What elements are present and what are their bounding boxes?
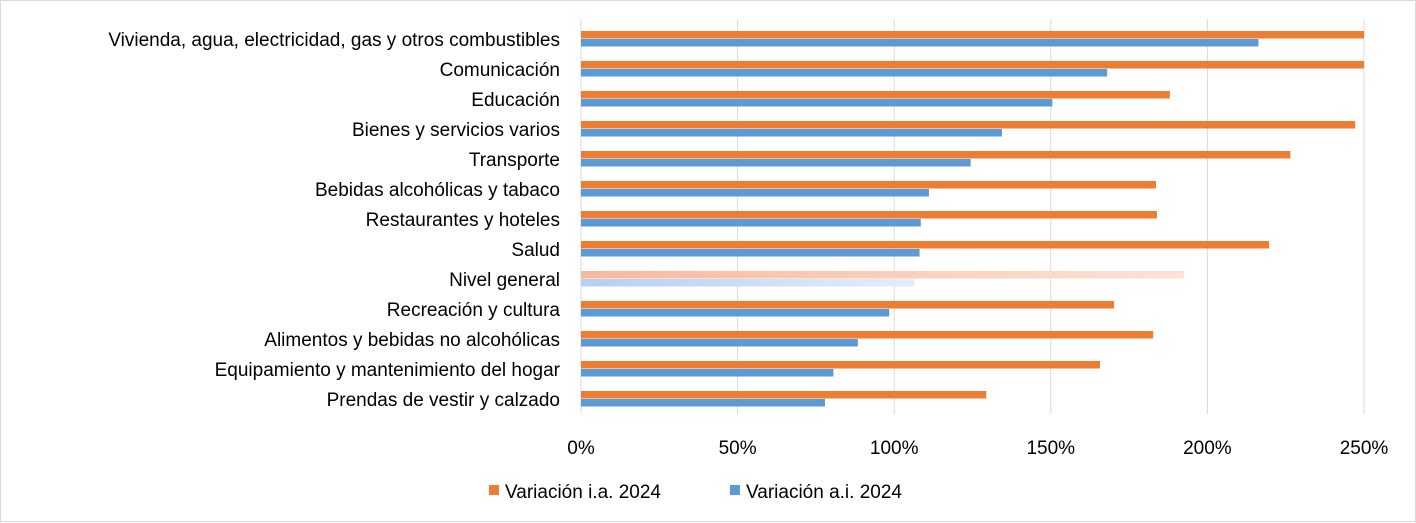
bar-variacion-ia: [581, 301, 1115, 309]
x-tick-label: 250%: [1340, 438, 1389, 459]
bar-variacion-ia: [581, 61, 1364, 69]
bar-variacion-ai: [581, 339, 858, 347]
bar-variacion-ai: [581, 399, 825, 407]
category-label: Comunicación: [440, 60, 560, 81]
bar-variacion-ia: [581, 391, 987, 399]
category-label: Alimentos y bebidas no alcohólicas: [264, 330, 560, 351]
category-label: Recreación y cultura: [387, 300, 561, 321]
bar-variacion-ia: [581, 151, 1291, 159]
category-label: Prendas de vestir y calzado: [327, 390, 560, 411]
legend-swatch: [489, 485, 499, 495]
bar-variacion-ia: [581, 331, 1154, 339]
category-label: Bebidas alcohólicas y tabaco: [315, 180, 560, 201]
x-tick-label: 100%: [870, 438, 919, 459]
bar-variacion-ia: [581, 271, 1185, 279]
bar-variacion-ia: [581, 241, 1270, 249]
bar-variacion-ai: [581, 39, 1259, 47]
bar-variacion-ai: [581, 69, 1108, 77]
bar-variacion-ai: [581, 129, 1002, 137]
bar-variacion-ai: [581, 309, 890, 317]
x-tick-label: 0%: [567, 438, 595, 459]
bar-variacion-ai: [581, 279, 915, 287]
bar-variacion-ia: [581, 31, 1364, 39]
bar-variacion-ai: [581, 219, 921, 227]
x-tick-label: 150%: [1026, 438, 1075, 459]
category-label: Bienes y servicios varios: [352, 120, 560, 141]
category-label: Transporte: [469, 150, 560, 171]
bar-variacion-ia: [581, 181, 1157, 189]
x-tick-label: 50%: [719, 438, 757, 459]
legend-label: Variación a.i. 2024: [746, 482, 902, 503]
bar-variacion-ai: [581, 99, 1053, 107]
legend-swatch: [730, 485, 740, 495]
category-label: Equipamiento y mantenimiento del hogar: [215, 360, 561, 381]
bar-variacion-ai: [581, 189, 929, 197]
legend-label: Variación i.a. 2024: [505, 482, 661, 503]
bar-variacion-ia: [581, 121, 1356, 129]
category-label: Restaurantes y hoteles: [366, 210, 560, 231]
category-label: Educación: [471, 90, 560, 111]
bar-variacion-ia: [581, 91, 1170, 99]
category-label: Vivienda, agua, electricidad, gas y otro…: [108, 30, 560, 51]
x-tick-label: 200%: [1183, 438, 1232, 459]
bar-variacion-ai: [581, 249, 920, 257]
bar-variacion-ia: [581, 211, 1157, 219]
bar-variacion-ai: [581, 369, 834, 377]
category-label: Nivel general: [449, 270, 560, 291]
bar-variacion-ia: [581, 361, 1100, 369]
category-label: Salud: [511, 240, 560, 261]
bar-variacion-ai: [581, 159, 971, 167]
